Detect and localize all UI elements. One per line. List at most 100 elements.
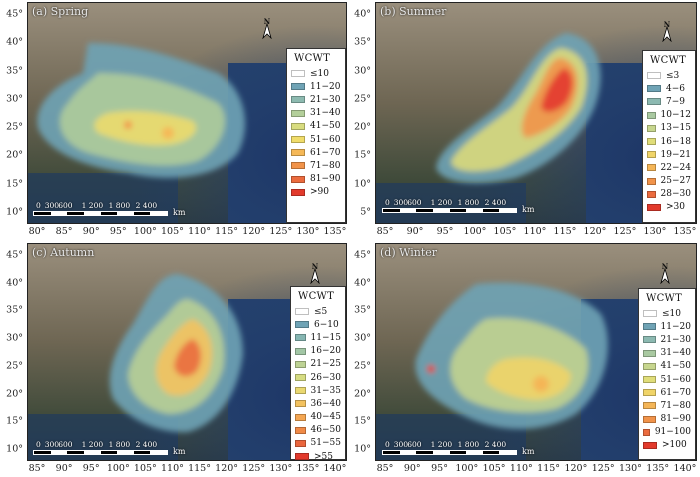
legend-title: WCWT (650, 55, 687, 66)
scale-number: 0 (36, 440, 41, 449)
x-tick-label: 95° (436, 226, 454, 237)
scale-unit: km (522, 447, 535, 456)
scale-number: 300 (393, 440, 409, 449)
legend-item: 16−18 (647, 135, 691, 148)
x-tick-label: 85° (28, 463, 46, 474)
legend-item: 26−30 (295, 371, 341, 384)
map-summer: (b) Summer N WCWT ≤3 4−6 7−9 10−12 13−15 16−1… (375, 2, 697, 224)
legend-item: ≤10 (291, 67, 341, 80)
legend-swatch (643, 415, 656, 423)
y-tick-label: 40° (6, 36, 23, 48)
x-tick-label: 125° (613, 226, 637, 237)
legend-item: 21−25 (295, 358, 341, 371)
legend-label: 31−35 (310, 385, 341, 396)
legend-item: 81−90 (291, 173, 341, 186)
x-tick-label: 125° (591, 463, 615, 474)
map-winter: (d) Winter N WCWT ≤10 11−20 21−30 31−40 41−5… (375, 243, 697, 461)
legend-item: 31−40 (291, 107, 341, 120)
legend-label: >55 (314, 451, 333, 461)
x-tick-label: 120° (242, 226, 266, 237)
legend-swatch (647, 124, 656, 132)
scale-number: 1 800 (457, 198, 480, 207)
legend-item: 19−21 (647, 148, 691, 161)
legend-swatch (647, 111, 656, 119)
x-tick-label: 120° (564, 463, 588, 474)
legend-label: 21−30 (660, 334, 691, 345)
x-tick-label: 140° (323, 463, 347, 474)
x-tick-label: 105° (493, 226, 517, 237)
x-tick-label: 85° (376, 463, 394, 474)
legend-swatch (643, 441, 657, 449)
scale-number: 600 (58, 440, 73, 449)
legend-item: 51−60 (291, 133, 341, 146)
y-tick-label: 40° (354, 277, 371, 289)
x-tick-label: 80° (28, 226, 46, 237)
north-label: N (311, 262, 319, 271)
north-label: N (663, 20, 671, 29)
north-label: N (661, 262, 669, 271)
scale-number: 300 (393, 198, 409, 207)
scale-number: 1 200 (430, 440, 453, 449)
legend-swatch (291, 136, 305, 144)
legend-item: 13−15 (647, 122, 691, 135)
legend-label: 28−30 (660, 189, 691, 200)
x-tick-label: 115° (215, 226, 239, 237)
legend-swatch (647, 151, 656, 159)
legend-swatch (643, 389, 656, 397)
x-tick-label: 130° (619, 463, 642, 474)
y-tick-label: 30° (354, 65, 371, 77)
x-tick-label: 95° (109, 226, 127, 237)
legend-label: 81−90 (310, 174, 341, 185)
y-tick-label: 5° (360, 206, 371, 218)
legend-title: WCWT (298, 291, 335, 302)
legend-winter: WCWT ≤10 11−20 21−30 31−40 41−50 51−60 61−70 71… (638, 288, 696, 460)
legend-label: 19−21 (660, 149, 691, 160)
legend-item: ≤10 (643, 307, 691, 320)
legend-item: 40−45 (295, 411, 341, 424)
map-spring: (a) Spring N WCWT ≤10 11−20 21−30 31−40 41−5… (27, 2, 347, 224)
x-tick-label: 135° (296, 463, 320, 474)
x-tick-label: 120° (583, 226, 607, 237)
legend-item: 21−30 (291, 93, 341, 106)
legend-swatch (291, 175, 305, 183)
legend-label: 51−55 (310, 438, 341, 449)
legend-label: ≤10 (662, 308, 681, 319)
y-tick-label: 10° (354, 443, 371, 455)
x-tick-label: 100° (463, 226, 487, 237)
legend-label: 51−60 (660, 374, 691, 385)
legend-item: 51−55 (295, 437, 341, 450)
x-tick-label: 95° (431, 463, 448, 474)
x-tick-label: 85° (55, 226, 73, 237)
legend-label: 36−40 (310, 398, 341, 409)
wcwt-overlay-summer (436, 33, 601, 184)
y-axis-summer: 40° 35° 30° 25° 20° 15° 10° 5° (348, 2, 373, 224)
legend-swatch (295, 387, 306, 395)
legend-label: 16−18 (660, 136, 691, 147)
legend-label: ≤10 (310, 68, 329, 79)
legend-item: 21−30 (643, 333, 691, 346)
legend-swatch (643, 402, 656, 410)
legend-swatch (291, 149, 305, 157)
scale-number: 2 400 (135, 201, 158, 210)
x-tick-label: 125° (269, 226, 293, 237)
legend-item: 91−100 (643, 426, 691, 439)
x-tick-label: 110° (188, 226, 211, 237)
scale-number: 300 (44, 440, 60, 449)
scale-number: 1 800 (108, 201, 131, 210)
y-tick-label: 30° (6, 93, 23, 105)
legend-label: 40−45 (310, 412, 341, 423)
north-label: N (263, 17, 271, 26)
north-arrow-icon: N (658, 262, 672, 284)
panel-label: (d) Winter (380, 246, 438, 259)
legend-label: 46−50 (310, 425, 341, 436)
legend-swatch (291, 96, 305, 104)
legend-swatch (643, 310, 657, 318)
y-tick-label: 25° (354, 360, 371, 372)
legend-label: 41−50 (310, 121, 341, 132)
legend-swatch (647, 190, 656, 198)
x-tick-label: 110° (523, 226, 547, 237)
scale-number: 1 200 (81, 440, 104, 449)
legend-item: 22−24 (647, 161, 691, 174)
y-tick-label: 45° (6, 249, 23, 261)
x-tick-label: 135° (646, 463, 670, 474)
